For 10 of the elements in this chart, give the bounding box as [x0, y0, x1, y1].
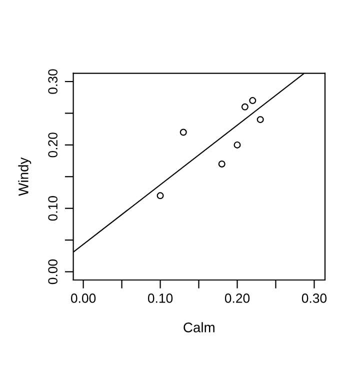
y-tick-label: 0.20 [48, 132, 58, 158]
x-tick-label: 0.10 [148, 294, 173, 303]
x-tick-label: 0.20 [224, 294, 250, 303]
y-tick-label: 0.30 [48, 69, 58, 94]
x-axis-title: Calm [184, 322, 214, 332]
x-tick-label: 0.00 [70, 294, 96, 303]
y-tick-label: 0.10 [48, 196, 58, 221]
x-tick-label: 0.30 [302, 294, 327, 303]
y-axis-title: Windy [18, 157, 32, 196]
y-tick-label: 0.00 [48, 259, 58, 284]
